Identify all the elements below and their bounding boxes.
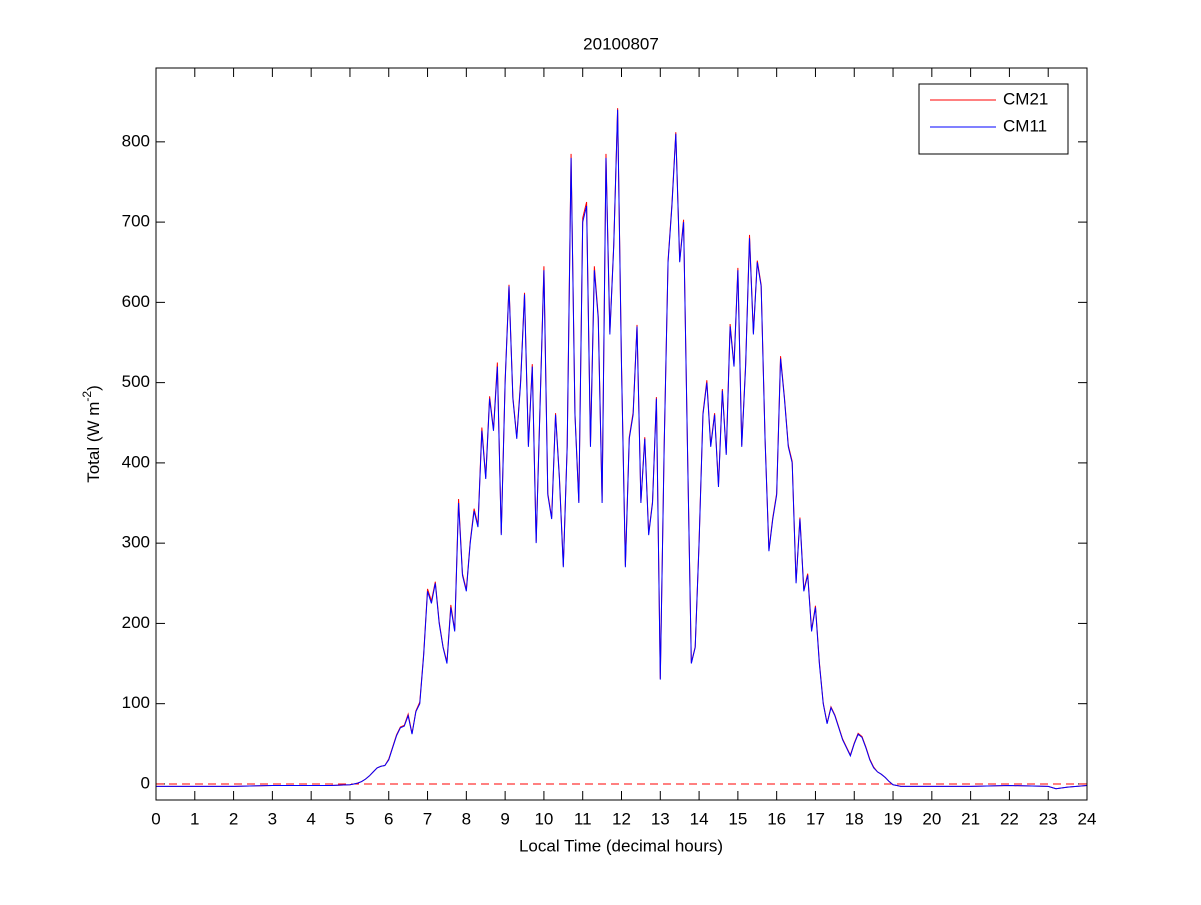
- x-tick-label: 11: [574, 809, 592, 828]
- y-axis-label-text: Total (W m: [84, 402, 103, 483]
- y-axis-label-sup: -2: [80, 391, 94, 402]
- x-tick-label: 2: [229, 809, 238, 828]
- x-tick-label: 15: [728, 809, 747, 828]
- chart-title: 20100807: [583, 34, 659, 53]
- legend-box: [918, 83, 1069, 155]
- y-axis-label-tail: ): [84, 385, 103, 391]
- y-tick-label: 200: [122, 613, 150, 632]
- y-tick-label: 0: [141, 773, 150, 792]
- x-tick-label: 12: [612, 809, 631, 828]
- x-tick-label: 17: [806, 809, 825, 828]
- x-tick-label: 3: [268, 809, 277, 828]
- x-tick-label: 19: [884, 809, 903, 828]
- x-tick-label: 8: [462, 809, 471, 828]
- y-tick-label: 700: [122, 212, 150, 231]
- x-tick-label: 7: [423, 809, 432, 828]
- y-tick-label: 500: [122, 372, 150, 391]
- x-tick-label: 1: [190, 809, 199, 828]
- y-tick-label: 300: [122, 533, 150, 552]
- x-axis-label: Local Time (decimal hours): [519, 836, 723, 855]
- x-tick-label: 4: [306, 809, 315, 828]
- legend-label: CM11: [1003, 116, 1047, 135]
- x-tick-label: 5: [345, 809, 354, 828]
- x-tick-label: 24: [1078, 809, 1097, 828]
- x-tick-label: 21: [961, 809, 980, 828]
- x-tick-label: 16: [767, 809, 786, 828]
- x-tick-label: 13: [651, 809, 670, 828]
- y-tick-label: 100: [122, 693, 150, 712]
- x-tick-label: 6: [384, 809, 393, 828]
- x-tick-label: 18: [845, 809, 864, 828]
- y-axis-label: Total (W m-2): [80, 385, 103, 483]
- plot-frame: [155, 67, 1088, 801]
- series-line: [156, 109, 1088, 790]
- x-tick-label: 10: [534, 809, 553, 828]
- x-tick-label: 9: [500, 809, 509, 828]
- y-tick-label: 600: [122, 292, 150, 311]
- x-tick-label: 23: [1039, 809, 1058, 828]
- x-tick-label: 22: [1000, 809, 1019, 828]
- y-tick-label: 400: [122, 452, 150, 471]
- y-tick-label: 800: [122, 131, 150, 150]
- x-tick-label: 20: [922, 809, 941, 828]
- x-tick-label: 14: [690, 809, 709, 828]
- x-tick-label: 0: [151, 809, 160, 828]
- legend-label: CM21: [1003, 89, 1048, 108]
